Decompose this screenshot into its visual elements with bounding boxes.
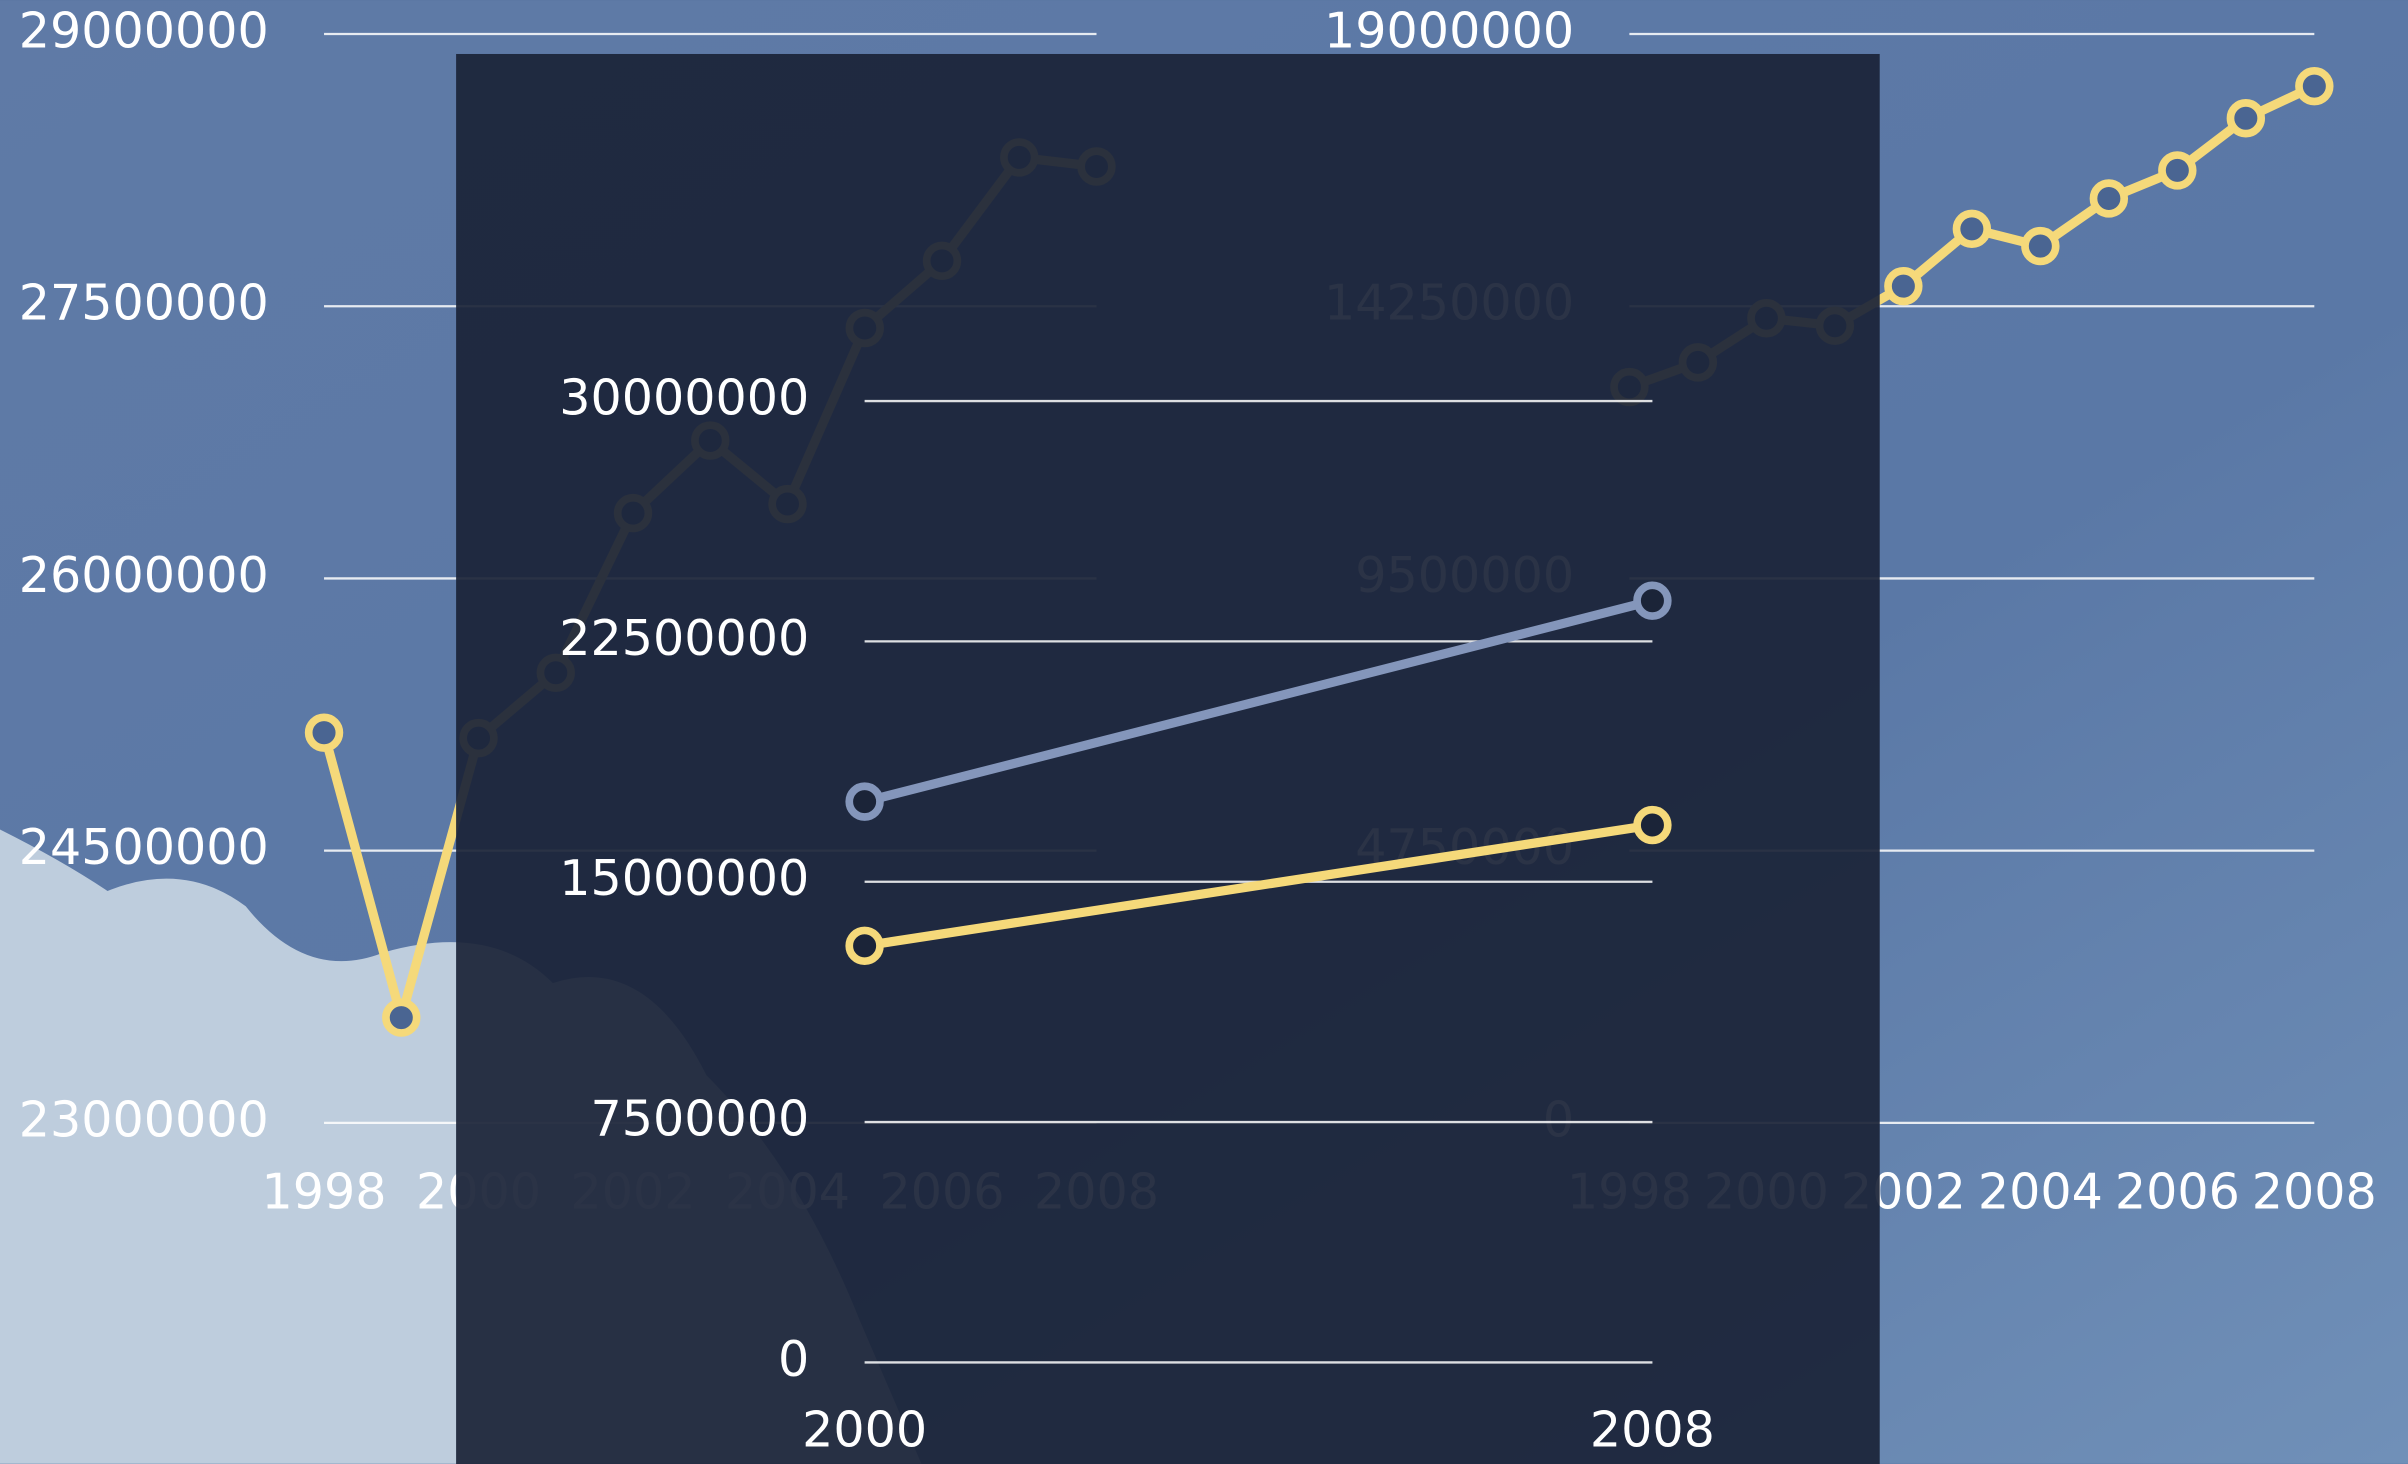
data-point (849, 930, 880, 961)
data-point (2230, 103, 2261, 134)
data-point (1637, 810, 1668, 841)
y-tick-label: 23000000 (19, 1090, 269, 1148)
screen: 23000000 24500000 26000000 27500000 29000000… (0, 0, 2408, 1464)
data-point (1637, 585, 1668, 616)
y-tick-label: 26000000 (19, 546, 269, 604)
data-point (1888, 271, 1919, 302)
y-tick-label: 22500000 (559, 609, 809, 667)
popover-panel (456, 54, 1880, 1464)
data-point (2025, 231, 2056, 262)
y-tick-label: 0 (778, 1330, 809, 1388)
x-tick-label: 2008 (1590, 1401, 1715, 1459)
x-tick-label: 2008 (2252, 1163, 2377, 1221)
y-tick-label: 7500000 (591, 1090, 810, 1148)
data-point (2162, 155, 2193, 186)
y-tick-label: 19000000 (1324, 2, 1574, 60)
y-tick-label: 30000000 (559, 369, 809, 427)
data-point (1957, 214, 1988, 245)
y-tick-label: 15000000 (559, 849, 809, 907)
y-tick-label: 29000000 (19, 2, 269, 60)
data-point (386, 1002, 417, 1033)
data-point (849, 786, 880, 817)
x-tick-label: 2006 (2115, 1163, 2240, 1221)
y-tick-label: 27500000 (19, 274, 269, 332)
data-point (309, 717, 340, 748)
y-tick-label: 24500000 (19, 818, 269, 876)
page: {"chart_data": [ {"type": "line", "x": [… (0, 0, 2408, 1464)
data-point (2299, 71, 2330, 102)
data-point (2093, 183, 2124, 214)
x-tick-label: 2004 (1978, 1163, 2103, 1221)
x-tick-label: 1998 (262, 1163, 387, 1221)
x-tick-label: 2000 (802, 1401, 927, 1459)
